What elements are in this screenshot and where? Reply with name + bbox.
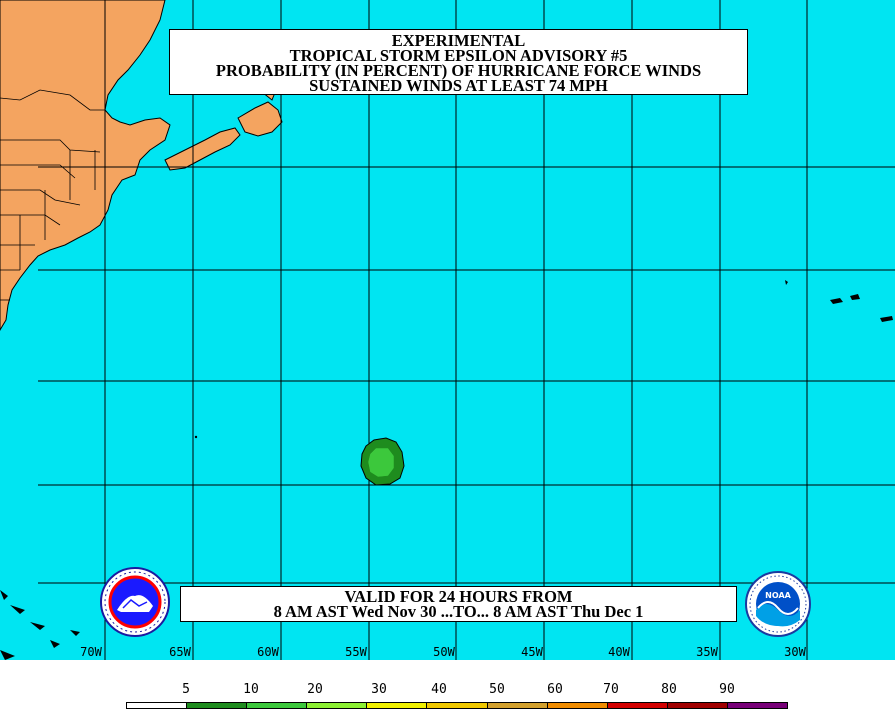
lon-label-65w: 65W <box>169 645 191 659</box>
grid-lines <box>38 0 895 660</box>
probability-map: 70W 65W 60W 55W 50W 45W 40W 35W 30W EXPE… <box>0 0 895 660</box>
legend-label-5: 5 <box>182 682 190 697</box>
legend-label-40: 40 <box>431 682 447 697</box>
title-line-1: EXPERIMENTAL <box>391 31 526 50</box>
noaa-logo-text: NOAA <box>765 591 791 600</box>
probability-contour-inner <box>367 447 395 478</box>
legend-swatch-0 <box>127 703 188 708</box>
title-line-2: TROPICAL STORM EPSILON ADVISORY #5 <box>289 46 628 65</box>
legend-label-20: 20 <box>307 682 323 697</box>
legend-label-80: 80 <box>661 682 677 697</box>
legend-swatch-7 <box>547 703 608 708</box>
valid-period-box: VALID FOR 24 HOURS FROM 8 AM AST Wed Nov… <box>180 586 737 622</box>
lon-label-35w: 35W <box>696 645 718 659</box>
legend-swatch-3 <box>307 703 368 708</box>
lon-label-50w: 50W <box>433 645 455 659</box>
legend-swatch-9 <box>667 703 728 708</box>
lon-label-45w: 45W <box>521 645 543 659</box>
lon-label-30w: 30W <box>784 645 806 659</box>
title-line-3: PROBABILITY (IN PERCENT) OF HURRICANE FO… <box>215 61 702 80</box>
legend-label-50: 50 <box>489 682 505 697</box>
nws-logo-icon <box>100 567 170 637</box>
probability-legend: 5 10 20 30 40 50 60 70 80 90 <box>0 660 895 716</box>
legend-label-30: 30 <box>371 682 387 697</box>
valid-line-1: VALID FOR 24 HOURS FROM <box>344 587 573 606</box>
legend-label-70: 70 <box>603 682 619 697</box>
legend-swatch-10 <box>727 703 788 708</box>
legend-swatch-6 <box>487 703 548 708</box>
lon-label-55w: 55W <box>345 645 367 659</box>
lon-label-40w: 40W <box>608 645 630 659</box>
state-borders <box>0 89 105 301</box>
legend-label-90: 90 <box>719 682 735 697</box>
legend-swatch-4 <box>367 703 428 708</box>
title-box: EXPERIMENTAL TROPICAL STORM EPSILON ADVI… <box>169 29 748 95</box>
land-nova-scotia <box>164 127 241 171</box>
legend-color-bar <box>126 702 788 709</box>
legend-swatch-1 <box>187 703 248 708</box>
lon-label-60w: 60W <box>257 645 279 659</box>
legend-label-10: 10 <box>243 682 259 697</box>
noaa-logo-icon: NOAA <box>745 571 811 637</box>
legend-swatch-8 <box>607 703 668 708</box>
islands <box>0 280 893 660</box>
legend-label-60: 60 <box>547 682 563 697</box>
legend-swatch-5 <box>427 703 488 708</box>
land-cape-breton <box>237 101 283 137</box>
valid-line-2: 8 AM AST Wed Nov 30 ...TO... 8 AM AST Th… <box>273 602 644 621</box>
land-north-america <box>0 0 171 331</box>
map-canvas <box>0 0 895 660</box>
lon-label-70w: 70W <box>80 645 102 659</box>
title-line-4: SUSTAINED WINDS AT LEAST 74 MPH <box>309 76 608 95</box>
legend-swatch-2 <box>247 703 308 708</box>
